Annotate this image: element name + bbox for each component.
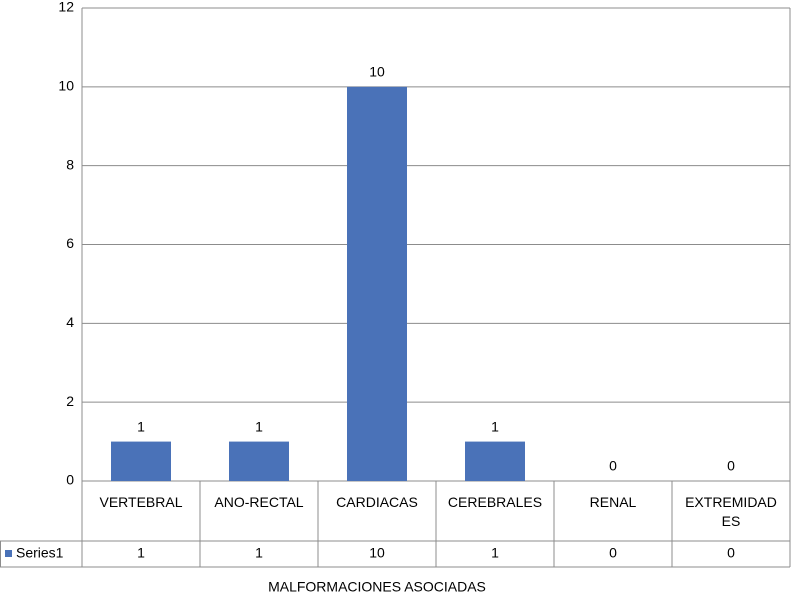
bar [111, 441, 171, 481]
x-tick-label: CARDIACAS [336, 494, 418, 510]
y-tick-label: 12 [58, 0, 74, 15]
y-tick-label: 0 [66, 472, 74, 488]
bar [465, 441, 525, 481]
table-value: 1 [255, 545, 263, 561]
data-label: 0 [727, 458, 735, 474]
x-tick-label: VERTEBRAL [99, 494, 183, 510]
x-tick-label: EXTREMIDADES [685, 494, 777, 529]
bar [229, 441, 289, 481]
bar [347, 86, 407, 481]
data-label: 0 [609, 458, 617, 474]
table-value: 0 [727, 545, 735, 561]
y-tick-label: 4 [66, 314, 74, 330]
legend-label: Series1 [16, 545, 64, 561]
data-label: 1 [491, 418, 499, 434]
data-label: 1 [137, 418, 145, 434]
y-tick-label: 2 [66, 393, 74, 409]
data-label: 1 [255, 418, 263, 434]
x-axis-title: MALFORMACIONES ASOCIADAS [268, 579, 486, 595]
table-value: 0 [609, 545, 617, 561]
x-tick-label: CEREBRALES [447, 494, 543, 510]
data-label: 10 [369, 64, 385, 80]
table-value: 10 [369, 545, 385, 561]
table-value: 1 [137, 545, 145, 561]
x-tick-label: ANO-RECTAL [214, 494, 304, 510]
y-tick-label: 6 [66, 235, 74, 251]
legend-swatch [5, 550, 12, 557]
y-tick-label: 8 [66, 156, 74, 172]
x-tick-label: RENAL [589, 494, 637, 510]
y-tick-label: 10 [58, 78, 74, 94]
table-value: 1 [491, 545, 499, 561]
